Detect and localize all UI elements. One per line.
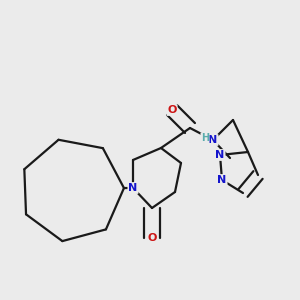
Text: N: N xyxy=(128,183,138,193)
Text: O: O xyxy=(147,233,157,243)
Text: N: N xyxy=(208,135,217,145)
Text: N: N xyxy=(215,150,225,160)
Text: O: O xyxy=(167,105,177,115)
Text: N: N xyxy=(218,175,226,185)
Text: H: H xyxy=(201,133,209,143)
